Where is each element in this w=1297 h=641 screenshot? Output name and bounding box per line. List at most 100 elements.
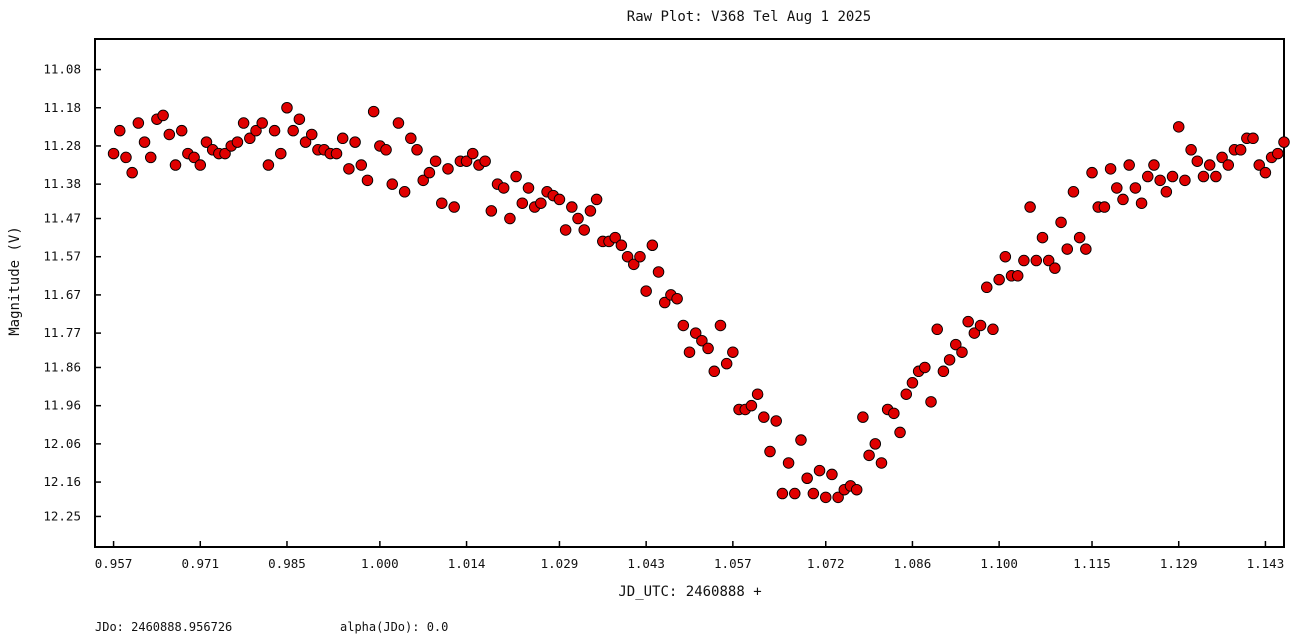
data-point (1011, 270, 1024, 282)
data-point (919, 361, 931, 374)
y-tick-label: 11.38 (43, 176, 81, 191)
data-point (863, 449, 875, 462)
y-tick-label: 12.06 (43, 436, 81, 451)
data-point (1061, 243, 1074, 255)
data-point (138, 136, 151, 148)
data-point (621, 250, 634, 263)
data-point (497, 182, 510, 194)
data-point (894, 426, 906, 439)
data-point (937, 365, 950, 378)
x-tick-label: 1.129 (1160, 556, 1198, 571)
data-point (349, 136, 361, 148)
y-tick-label: 11.28 (43, 138, 81, 153)
x-tick-label: 1.072 (807, 556, 845, 571)
data-point (163, 128, 176, 141)
x-tick-label: 1.086 (894, 556, 932, 571)
data-point (268, 124, 281, 137)
data-point (553, 193, 566, 206)
data-point (398, 186, 411, 198)
data-point (305, 128, 318, 141)
data-point (144, 151, 157, 164)
alpha-label: alpha(JDo): 0.0 (340, 620, 449, 634)
data-point (194, 159, 207, 171)
y-tick-label: 11.96 (43, 398, 81, 413)
data-point (714, 319, 727, 332)
data-point (727, 346, 739, 358)
data-point (429, 155, 442, 167)
data-point (590, 193, 603, 206)
data-point (1098, 201, 1111, 213)
data-point (448, 201, 460, 213)
data-point (956, 346, 968, 358)
data-point (566, 201, 578, 213)
data-points (107, 102, 1290, 504)
y-tick-label: 11.18 (43, 100, 81, 115)
data-point (1073, 231, 1086, 244)
data-point (981, 281, 993, 294)
data-point (504, 212, 516, 225)
data-point (745, 399, 758, 412)
data-point (1080, 243, 1092, 255)
data-point (188, 151, 200, 164)
data-point (801, 472, 813, 484)
data-point (807, 487, 820, 500)
data-point (900, 388, 912, 400)
data-point (281, 102, 293, 114)
data-point (652, 266, 665, 278)
data-point (423, 166, 436, 179)
data-point (906, 377, 919, 389)
data-point (1185, 144, 1197, 156)
data-point (1067, 186, 1080, 198)
data-point (1049, 262, 1061, 274)
data-point (405, 132, 417, 145)
data-point (1203, 159, 1216, 171)
data-point (355, 159, 368, 171)
y-axis-label: Magnitude (V) (7, 226, 23, 336)
data-point (1160, 186, 1173, 198)
data-point (200, 136, 213, 148)
x-tick-label: 1.000 (361, 556, 399, 571)
x-tick-label: 0.985 (268, 556, 306, 571)
data-point (516, 197, 529, 209)
data-point (299, 136, 312, 148)
x-tick-label: 0.957 (95, 556, 133, 571)
y-tick-label: 11.47 (43, 211, 81, 226)
plot-frame (94, 38, 1285, 548)
data-point (1129, 182, 1142, 194)
data-point (1111, 182, 1123, 194)
y-tick-label: 12.25 (43, 508, 81, 523)
data-point (1104, 163, 1117, 175)
data-point (751, 388, 764, 400)
data-point (1154, 174, 1166, 187)
data-point (962, 315, 974, 328)
data-point (968, 327, 981, 339)
data-point (535, 197, 547, 209)
data-point (479, 155, 491, 167)
data-point (826, 468, 838, 481)
data-point (126, 166, 138, 179)
y-tick-label: 11.08 (43, 62, 81, 77)
data-point (1018, 254, 1030, 267)
data-point (336, 132, 349, 145)
data-point (1222, 159, 1235, 171)
data-point (1172, 121, 1185, 133)
data-point (386, 178, 399, 190)
data-point (330, 147, 343, 160)
data-point (795, 434, 807, 446)
data-point (696, 334, 708, 347)
data-point (1086, 166, 1098, 179)
data-point (275, 147, 287, 160)
data-point (683, 346, 696, 358)
data-point (888, 407, 900, 420)
data-point (646, 239, 659, 252)
data-point (671, 292, 683, 305)
data-point (1247, 132, 1259, 145)
data-point (850, 483, 863, 496)
data-point (1036, 231, 1049, 244)
data-point (157, 109, 169, 122)
chart-title: Raw Plot: V368 Tel Aug 1 2025 (627, 9, 871, 25)
data-point (219, 147, 231, 160)
data-point (1210, 170, 1222, 183)
data-point (1197, 170, 1210, 183)
data-point (875, 457, 888, 469)
